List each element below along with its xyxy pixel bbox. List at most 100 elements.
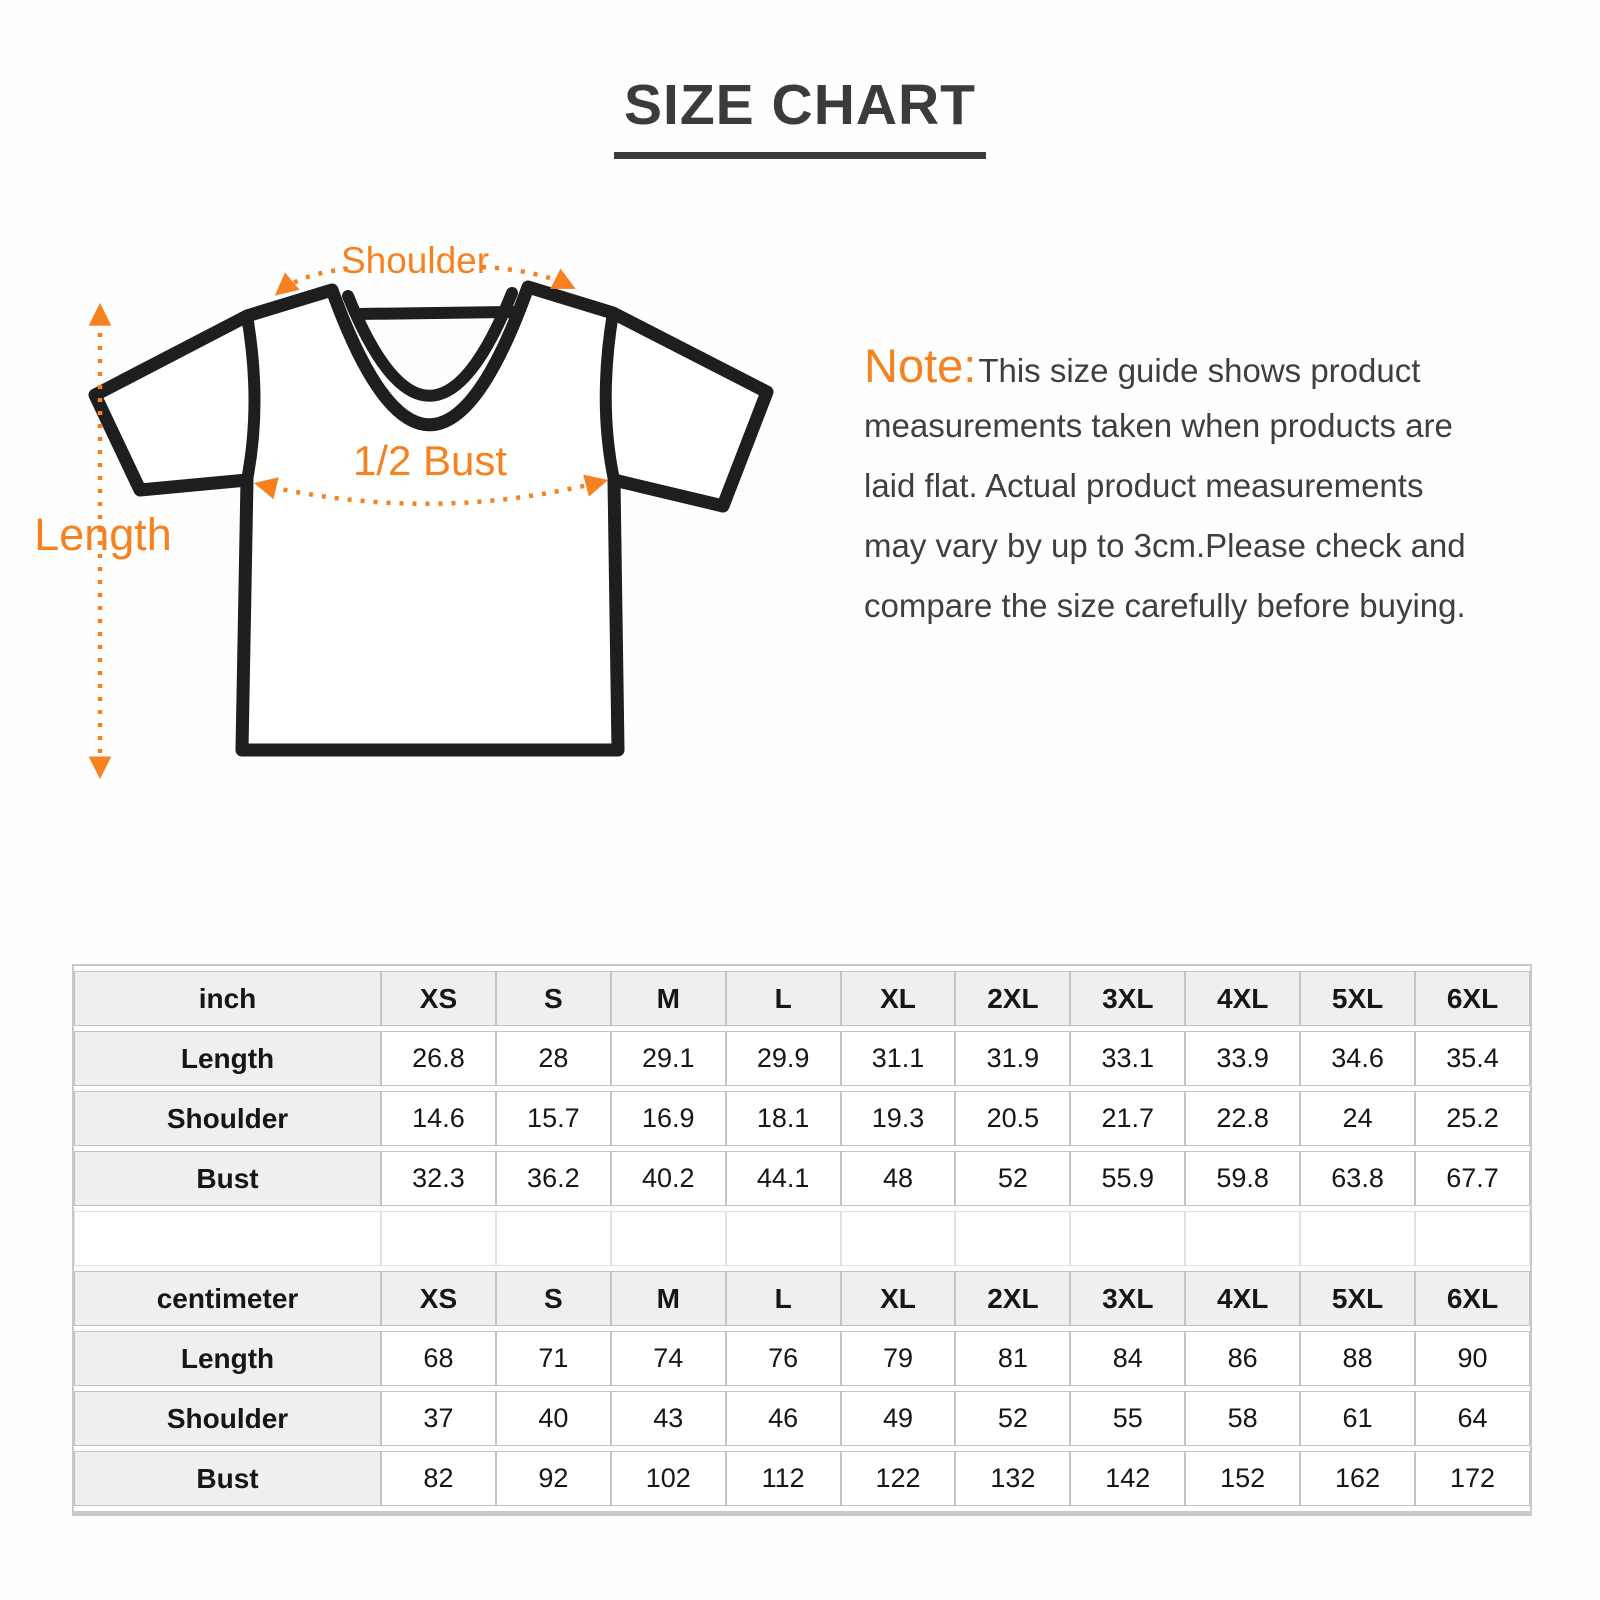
measurement-value: 32.3 [381,1151,496,1206]
size-table-body: inch XS S M L XL 2XL 3XL 4XL 5XL 6XL Length 26.8 28 29… [74,971,1530,1506]
spacer-cell [495,1211,611,1266]
size-column-header: XS [381,1271,496,1326]
size-column-header: 2XL [955,971,1071,1026]
measurement-value: 37 [381,1391,496,1446]
size-column-header: L [725,971,841,1026]
measurement-value: 18.1 [725,1091,841,1146]
unit-header-row: centimeter XS S M L XL 2XL 3XL 4XL 5XL 6XL [74,1271,1530,1326]
measurement-value: 26.8 [381,1031,496,1086]
measurement-value: 79 [840,1331,956,1386]
measurement-value: 58 [1185,1391,1301,1446]
measurement-value: 52 [955,1151,1071,1206]
right-armhole-seam [599,307,620,486]
size-column-header: XL [840,971,956,1026]
measurement-value: 21.7 [1070,1091,1186,1146]
measurement-value: 86 [1185,1331,1301,1386]
spacer-row [74,1211,1530,1266]
note-line: may vary by up to 3cm.Please check and [864,527,1466,564]
bust-label: 1/2 Bust [353,437,507,484]
measurement-value: 162 [1300,1451,1416,1506]
left-armhole-seam [241,310,261,486]
unit-label: inch [74,971,381,1026]
measurement-value: 132 [955,1451,1071,1506]
shoulder-label: Shoulder [341,240,489,281]
note-line: compare the size carefully before buying… [864,587,1466,624]
title-wrap: SIZE CHART [0,72,1600,159]
size-column-header: 3XL [1070,971,1186,1026]
unit-header-row: inch XS S M L XL 2XL 3XL 4XL 5XL 6XL [74,971,1530,1026]
measurement-value: 88 [1300,1331,1416,1386]
measurement-value: 31.9 [955,1031,1071,1086]
measurement-value: 49 [840,1391,956,1446]
size-column-header: 4XL [1185,971,1301,1026]
measurement-value: 40 [495,1391,611,1446]
collar-back-neck-line [351,306,519,320]
note-line: measurements taken when products are [864,407,1453,444]
measurement-value: 44.1 [725,1151,841,1206]
measurement-value: 19.3 [840,1091,956,1146]
page-title: SIZE CHART [614,72,986,159]
measurement-value: 55 [1070,1391,1186,1446]
spacer-cell [610,1211,726,1266]
spacer-cell [1070,1211,1186,1266]
size-column-header: XS [381,971,496,1026]
measurement-row: Bust 32.3 36.2 40.2 44.1 48 52 55.9 59.8 63.8 67.7 [74,1151,1530,1206]
measurement-value: 31.1 [840,1031,956,1086]
measurement-value: 84 [1070,1331,1186,1386]
measurement-label: Bust [74,1151,381,1206]
measurement-value: 74 [610,1331,726,1386]
measurement-value: 67.7 [1415,1151,1530,1206]
measurement-value: 64 [1415,1391,1530,1446]
measurement-value: 172 [1415,1451,1530,1506]
measurement-row: Shoulder 37 40 43 46 49 52 55 58 61 64 [74,1391,1530,1446]
measurement-value: 71 [495,1331,611,1386]
measurement-value: 16.9 [610,1091,726,1146]
spacer-cell [725,1211,841,1266]
measurement-value: 90 [1415,1331,1530,1386]
measurement-value: 24 [1300,1091,1416,1146]
measurement-row: Length 68 71 74 76 79 81 84 86 88 90 [74,1331,1530,1386]
spacer-cell [381,1211,496,1266]
unit-label: centimeter [74,1271,381,1326]
measurement-value: 33.9 [1185,1031,1301,1086]
size-column-header: 5XL [1300,971,1416,1026]
measurement-value: 46 [725,1391,841,1446]
measurement-value: 122 [840,1451,956,1506]
measurement-row: Length 26.8 28 29.1 29.9 31.1 31.9 33.1 33.9 34.6… [74,1031,1530,1086]
measurement-value: 33.1 [1070,1031,1186,1086]
size-column-header: 4XL [1185,1271,1301,1326]
measurement-value: 35.4 [1415,1031,1530,1086]
size-column-header: 3XL [1070,1271,1186,1326]
size-column-header: 6XL [1415,1271,1530,1326]
size-column-header: 6XL [1415,971,1530,1026]
note-line: Note:This size guide shows product [864,336,1554,396]
note-text: This size guide shows product [978,352,1421,389]
size-column-header: L [725,1271,841,1326]
measurement-value: 92 [495,1451,611,1506]
measurement-value: 34.6 [1300,1031,1416,1086]
spacer-cell [1415,1211,1530,1266]
measurement-value: 29.9 [725,1031,841,1086]
size-column-header: 5XL [1300,1271,1416,1326]
measurement-value: 25.2 [1415,1091,1530,1146]
measurement-value: 48 [840,1151,956,1206]
measurement-value: 61 [1300,1391,1416,1446]
spacer-cell [1185,1211,1301,1266]
note-line: laid flat. Actual product measurements [864,467,1424,504]
size-table: inch XS S M L XL 2XL 3XL 4XL 5XL 6XL Length 26.8 28 29… [74,966,1530,1511]
measurement-value: 55.9 [1070,1151,1186,1206]
spacer-cell [74,1211,381,1266]
shoulder-dimension-left [274,266,349,296]
size-column-header: S [495,1271,611,1326]
measurement-value: 28 [495,1031,611,1086]
measurement-value: 43 [610,1391,726,1446]
measurement-value: 63.8 [1300,1151,1416,1206]
measurement-value: 15.7 [495,1091,611,1146]
measurement-label: Length [74,1331,381,1386]
size-table-wrap: inch XS S M L XL 2XL 3XL 4XL 5XL 6XL Length 26.8 28 29… [72,964,1532,1516]
measurement-row: Shoulder 14.6 15.7 16.9 18.1 19.3 20.5 21.7 22.8… [74,1091,1530,1146]
measurement-value: 20.5 [955,1091,1071,1146]
measurement-value: 68 [381,1331,496,1386]
measurement-value: 22.8 [1185,1091,1301,1146]
